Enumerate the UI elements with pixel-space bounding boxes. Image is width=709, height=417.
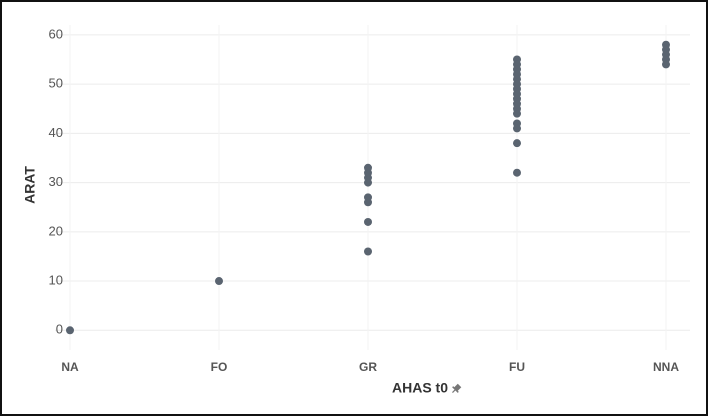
y-tick-label: 20 <box>49 223 63 238</box>
point <box>215 277 223 286</box>
point <box>66 326 74 335</box>
y-tick-label: 0 <box>56 322 63 337</box>
point <box>364 198 372 207</box>
x-axis-title: AHAS t0 <box>392 380 448 396</box>
x-tick-label: NA <box>61 360 79 374</box>
point <box>513 139 521 148</box>
y-tick-label: 60 <box>49 26 63 41</box>
point <box>364 247 372 256</box>
x-tick-label: NNA <box>653 360 679 374</box>
x-tick-label: FO <box>211 360 228 374</box>
point <box>513 168 521 177</box>
point <box>513 109 521 118</box>
point <box>662 60 670 69</box>
x-tick-label: GR <box>359 360 377 374</box>
y-tick-label: 50 <box>49 76 63 91</box>
pin-icon[interactable] <box>450 383 463 396</box>
y-tick-label: 40 <box>49 125 63 140</box>
x-tick-label: FU <box>509 360 525 374</box>
point <box>513 124 521 133</box>
y-tick-label: 10 <box>49 272 63 287</box>
point <box>364 217 372 226</box>
y-tick-label: 30 <box>49 174 63 189</box>
point <box>364 178 372 187</box>
y-axis-title: ARAT <box>22 166 38 204</box>
